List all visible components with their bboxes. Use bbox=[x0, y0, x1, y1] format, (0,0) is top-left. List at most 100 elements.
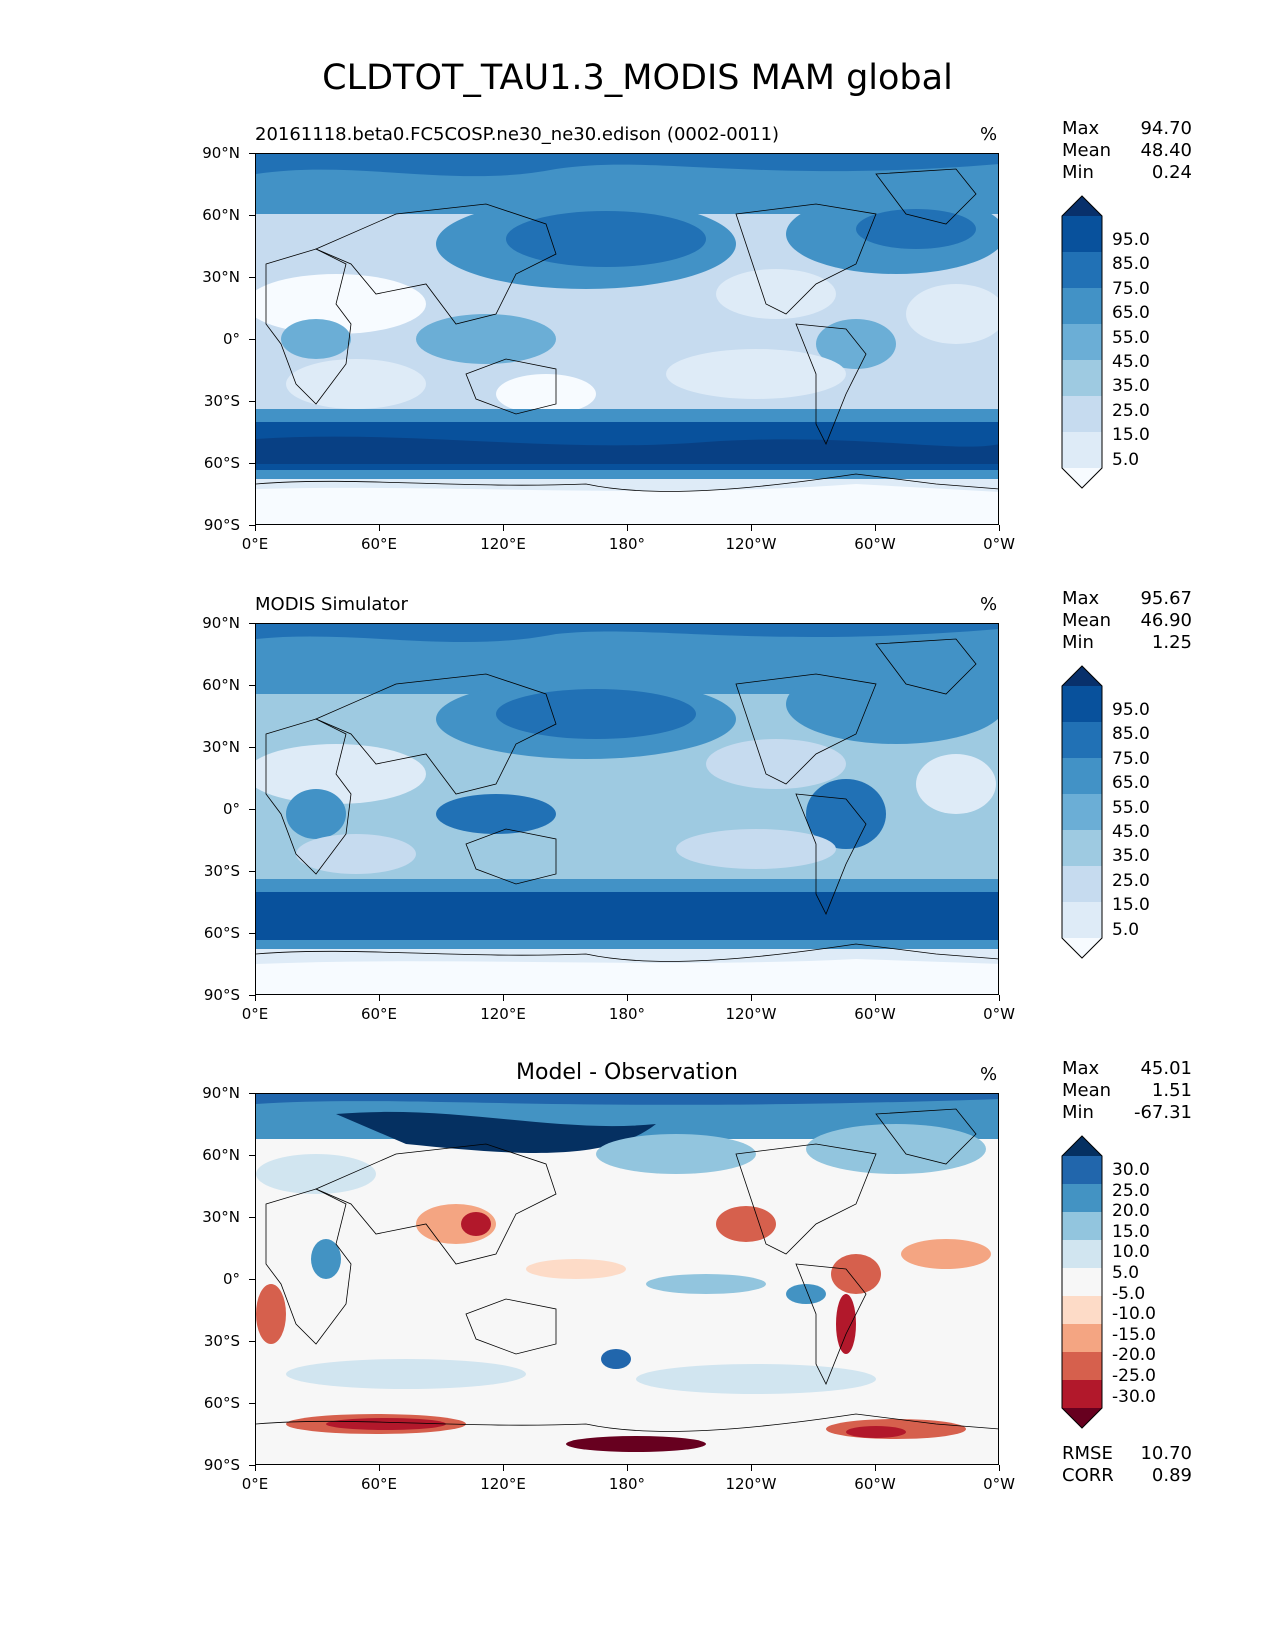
lon-tick-label: 0°W bbox=[983, 1005, 1015, 1023]
colorbar-segment bbox=[1062, 794, 1102, 831]
lon-tick-label: 60°W bbox=[854, 535, 896, 553]
figure-title: CLDTOT_TAU1.3_MODIS MAM global bbox=[322, 58, 953, 98]
colorbar-tick-label: 35.0 bbox=[1112, 846, 1150, 867]
lat-tick-label: 90°N bbox=[202, 614, 240, 632]
lon-tick-label: 0°W bbox=[983, 1475, 1015, 1493]
units-label: % bbox=[980, 1064, 998, 1085]
stat-label: Max bbox=[1062, 118, 1100, 139]
colorbar bbox=[1061, 195, 1103, 489]
colorbar-tick-label: 10.0 bbox=[1112, 1242, 1150, 1263]
lon-tick-mark bbox=[255, 1465, 256, 1471]
stat-value: 45.01 bbox=[1140, 1058, 1192, 1079]
units-label: % bbox=[980, 124, 998, 145]
colorbar-segment bbox=[1062, 216, 1102, 253]
colorbar-tick-label: 20.0 bbox=[1112, 1201, 1150, 1222]
colorbar-extend-top bbox=[1062, 666, 1102, 686]
lat-tick-label: 0° bbox=[222, 800, 240, 818]
colorbar-segment bbox=[1062, 1184, 1102, 1213]
colorbar-outline bbox=[1061, 1135, 1103, 1429]
colorbar-tick-label: 5.0 bbox=[1112, 449, 1140, 470]
lon-tick-label: 120°E bbox=[480, 535, 526, 553]
colorbar-tick-label: 45.0 bbox=[1112, 822, 1150, 842]
colorbar-tick-label: 75.0 bbox=[1112, 278, 1150, 299]
colorbar-segment bbox=[1062, 758, 1102, 795]
lat-tick-mark bbox=[249, 277, 255, 278]
colorbar-tick-label: 15.0 bbox=[1112, 895, 1150, 916]
stat-label: Mean bbox=[1062, 1080, 1112, 1101]
colorbar-tick-label: -15.0 bbox=[1112, 1324, 1156, 1345]
lon-tick-mark bbox=[751, 995, 752, 1001]
colorbar-tick-label: -30.0 bbox=[1112, 1386, 1156, 1407]
lon-tick-label: 60°W bbox=[854, 1005, 896, 1023]
lon-tick-mark bbox=[999, 525, 1000, 531]
lat-tick-label: 60°S bbox=[203, 1394, 240, 1412]
map-field bbox=[256, 154, 998, 524]
colorbar-tick-label: 85.0 bbox=[1112, 254, 1150, 275]
lat-tick-label: 60°N bbox=[202, 1146, 240, 1164]
colorbar-tick-label: 5.0 bbox=[1112, 919, 1140, 940]
lon-tick-mark bbox=[379, 995, 380, 1001]
colorbar-tick-label: 85.0 bbox=[1112, 724, 1150, 745]
stat-value: -67.31 bbox=[1133, 1102, 1192, 1123]
colorbar-segment bbox=[1062, 324, 1102, 361]
lat-tick-label: 90°S bbox=[203, 1456, 240, 1474]
lon-tick-label: 60°W bbox=[854, 1475, 896, 1493]
colorbar-extend-bottom bbox=[1062, 938, 1102, 958]
colorbar bbox=[1061, 1135, 1103, 1429]
lat-tick-label: 90°S bbox=[203, 516, 240, 534]
panel-title: MODIS Simulator bbox=[255, 594, 408, 615]
colorbar-tick-label: -25.0 bbox=[1112, 1366, 1156, 1386]
map-field bbox=[256, 1094, 998, 1464]
colorbar-segment bbox=[1062, 432, 1102, 469]
lon-tick-label: 180° bbox=[608, 1475, 646, 1493]
panel-obs: MODIS Simulator % bbox=[0, 470, 1275, 995]
lat-tick-label: 30°S bbox=[203, 862, 240, 880]
rmse-corr-box: RMSE 10.70 CORR 0.89 bbox=[1062, 1443, 1192, 1487]
colorbar-segment bbox=[1062, 1296, 1102, 1325]
lon-tick-mark bbox=[379, 525, 380, 531]
colorbar-extend-top bbox=[1062, 196, 1102, 216]
map-model bbox=[255, 153, 999, 525]
lat-tick-label: 90°N bbox=[202, 1084, 240, 1102]
lon-tick-mark bbox=[379, 1465, 380, 1471]
lon-tick-mark bbox=[627, 995, 628, 1001]
stat-value: 1.51 bbox=[1151, 1080, 1192, 1101]
colorbar-tick-label: 95.0 bbox=[1112, 230, 1150, 250]
stat-value: 95.67 bbox=[1140, 588, 1192, 609]
colorbar-extend-bottom bbox=[1062, 1408, 1102, 1428]
colorbar-extend-bottom bbox=[1062, 468, 1102, 488]
stat-value: 1.25 bbox=[1151, 632, 1192, 653]
lon-tick-mark bbox=[999, 1465, 1000, 1471]
lat-tick-mark bbox=[249, 809, 255, 810]
stat-value: 94.70 bbox=[1140, 118, 1192, 139]
lon-tick-mark bbox=[751, 525, 752, 531]
lon-tick-mark bbox=[503, 995, 504, 1001]
lon-tick-mark bbox=[503, 1465, 504, 1471]
lat-tick-mark bbox=[249, 995, 255, 996]
lat-tick-label: 60°S bbox=[203, 454, 240, 472]
colorbar-tick-label: 30.0 bbox=[1112, 1160, 1150, 1180]
lon-tick-label: 60°E bbox=[360, 1005, 398, 1023]
colorbar-tick-label: 65.0 bbox=[1112, 303, 1150, 324]
colorbar-segment bbox=[1062, 1156, 1102, 1185]
lat-tick-label: 60°N bbox=[202, 676, 240, 694]
lon-tick-label: 120°W bbox=[725, 535, 777, 553]
colorbar-tick-label: 75.0 bbox=[1112, 748, 1150, 769]
colorbar-tick-label: 45.0 bbox=[1112, 352, 1150, 372]
colorbar-tick-label: 55.0 bbox=[1112, 327, 1150, 348]
lat-tick-mark bbox=[249, 525, 255, 526]
lon-tick-label: 0°W bbox=[983, 535, 1015, 553]
lon-tick-label: 0°E bbox=[241, 535, 269, 553]
lat-tick-label: 30°N bbox=[202, 1208, 240, 1226]
colorbar-segment bbox=[1062, 1268, 1102, 1297]
colorbar-segment bbox=[1062, 686, 1102, 723]
lat-tick-mark bbox=[249, 215, 255, 216]
lon-tick-label: 0°E bbox=[241, 1005, 269, 1023]
colorbar-segment bbox=[1062, 830, 1102, 867]
colorbar-segment bbox=[1062, 288, 1102, 325]
lon-tick-mark bbox=[875, 525, 876, 531]
lat-tick-label: 30°S bbox=[203, 1332, 240, 1350]
lon-tick-label: 60°E bbox=[360, 535, 398, 553]
colorbar-segment bbox=[1062, 1380, 1102, 1409]
lat-tick-mark bbox=[249, 1465, 255, 1466]
